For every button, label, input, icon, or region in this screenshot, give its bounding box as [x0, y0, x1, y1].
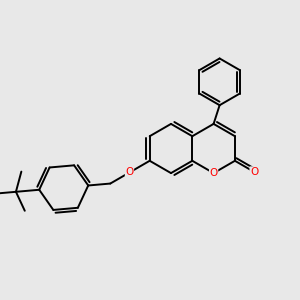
Text: O: O [250, 167, 258, 177]
Text: O: O [125, 167, 134, 178]
Text: O: O [209, 168, 218, 178]
